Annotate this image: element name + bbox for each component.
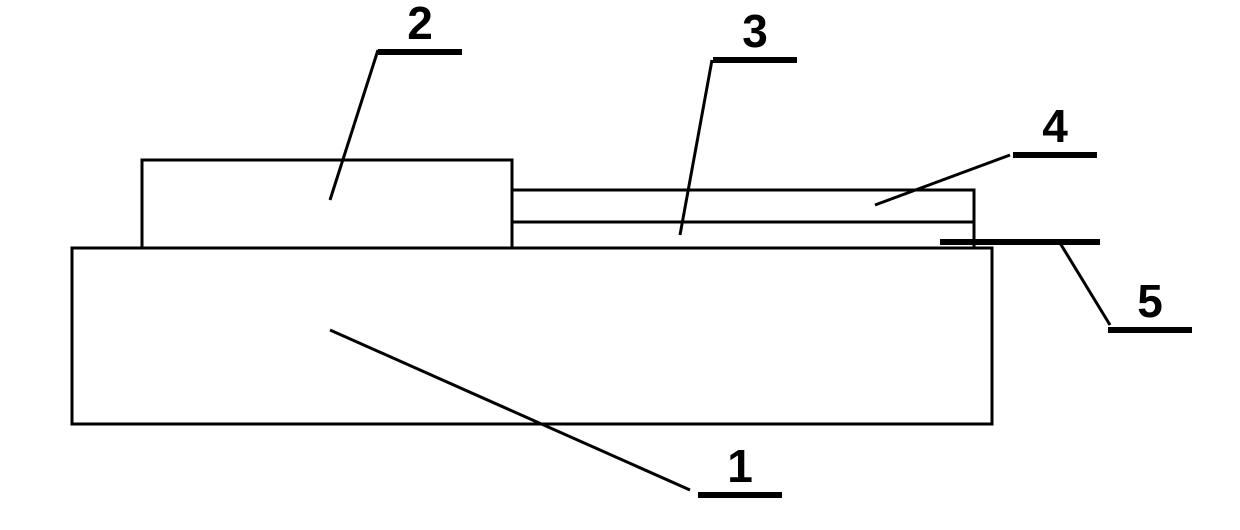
- label-2: 2: [407, 0, 433, 49]
- part-layer-3: [512, 222, 974, 248]
- label-1: 1: [727, 440, 753, 492]
- part-base: [72, 248, 992, 424]
- part-block: [142, 160, 512, 248]
- label-4: 4: [1042, 100, 1068, 152]
- label-5: 5: [1137, 275, 1163, 327]
- label-3: 3: [742, 5, 768, 57]
- part-rod: [940, 239, 1100, 245]
- leader-5: [1060, 243, 1110, 325]
